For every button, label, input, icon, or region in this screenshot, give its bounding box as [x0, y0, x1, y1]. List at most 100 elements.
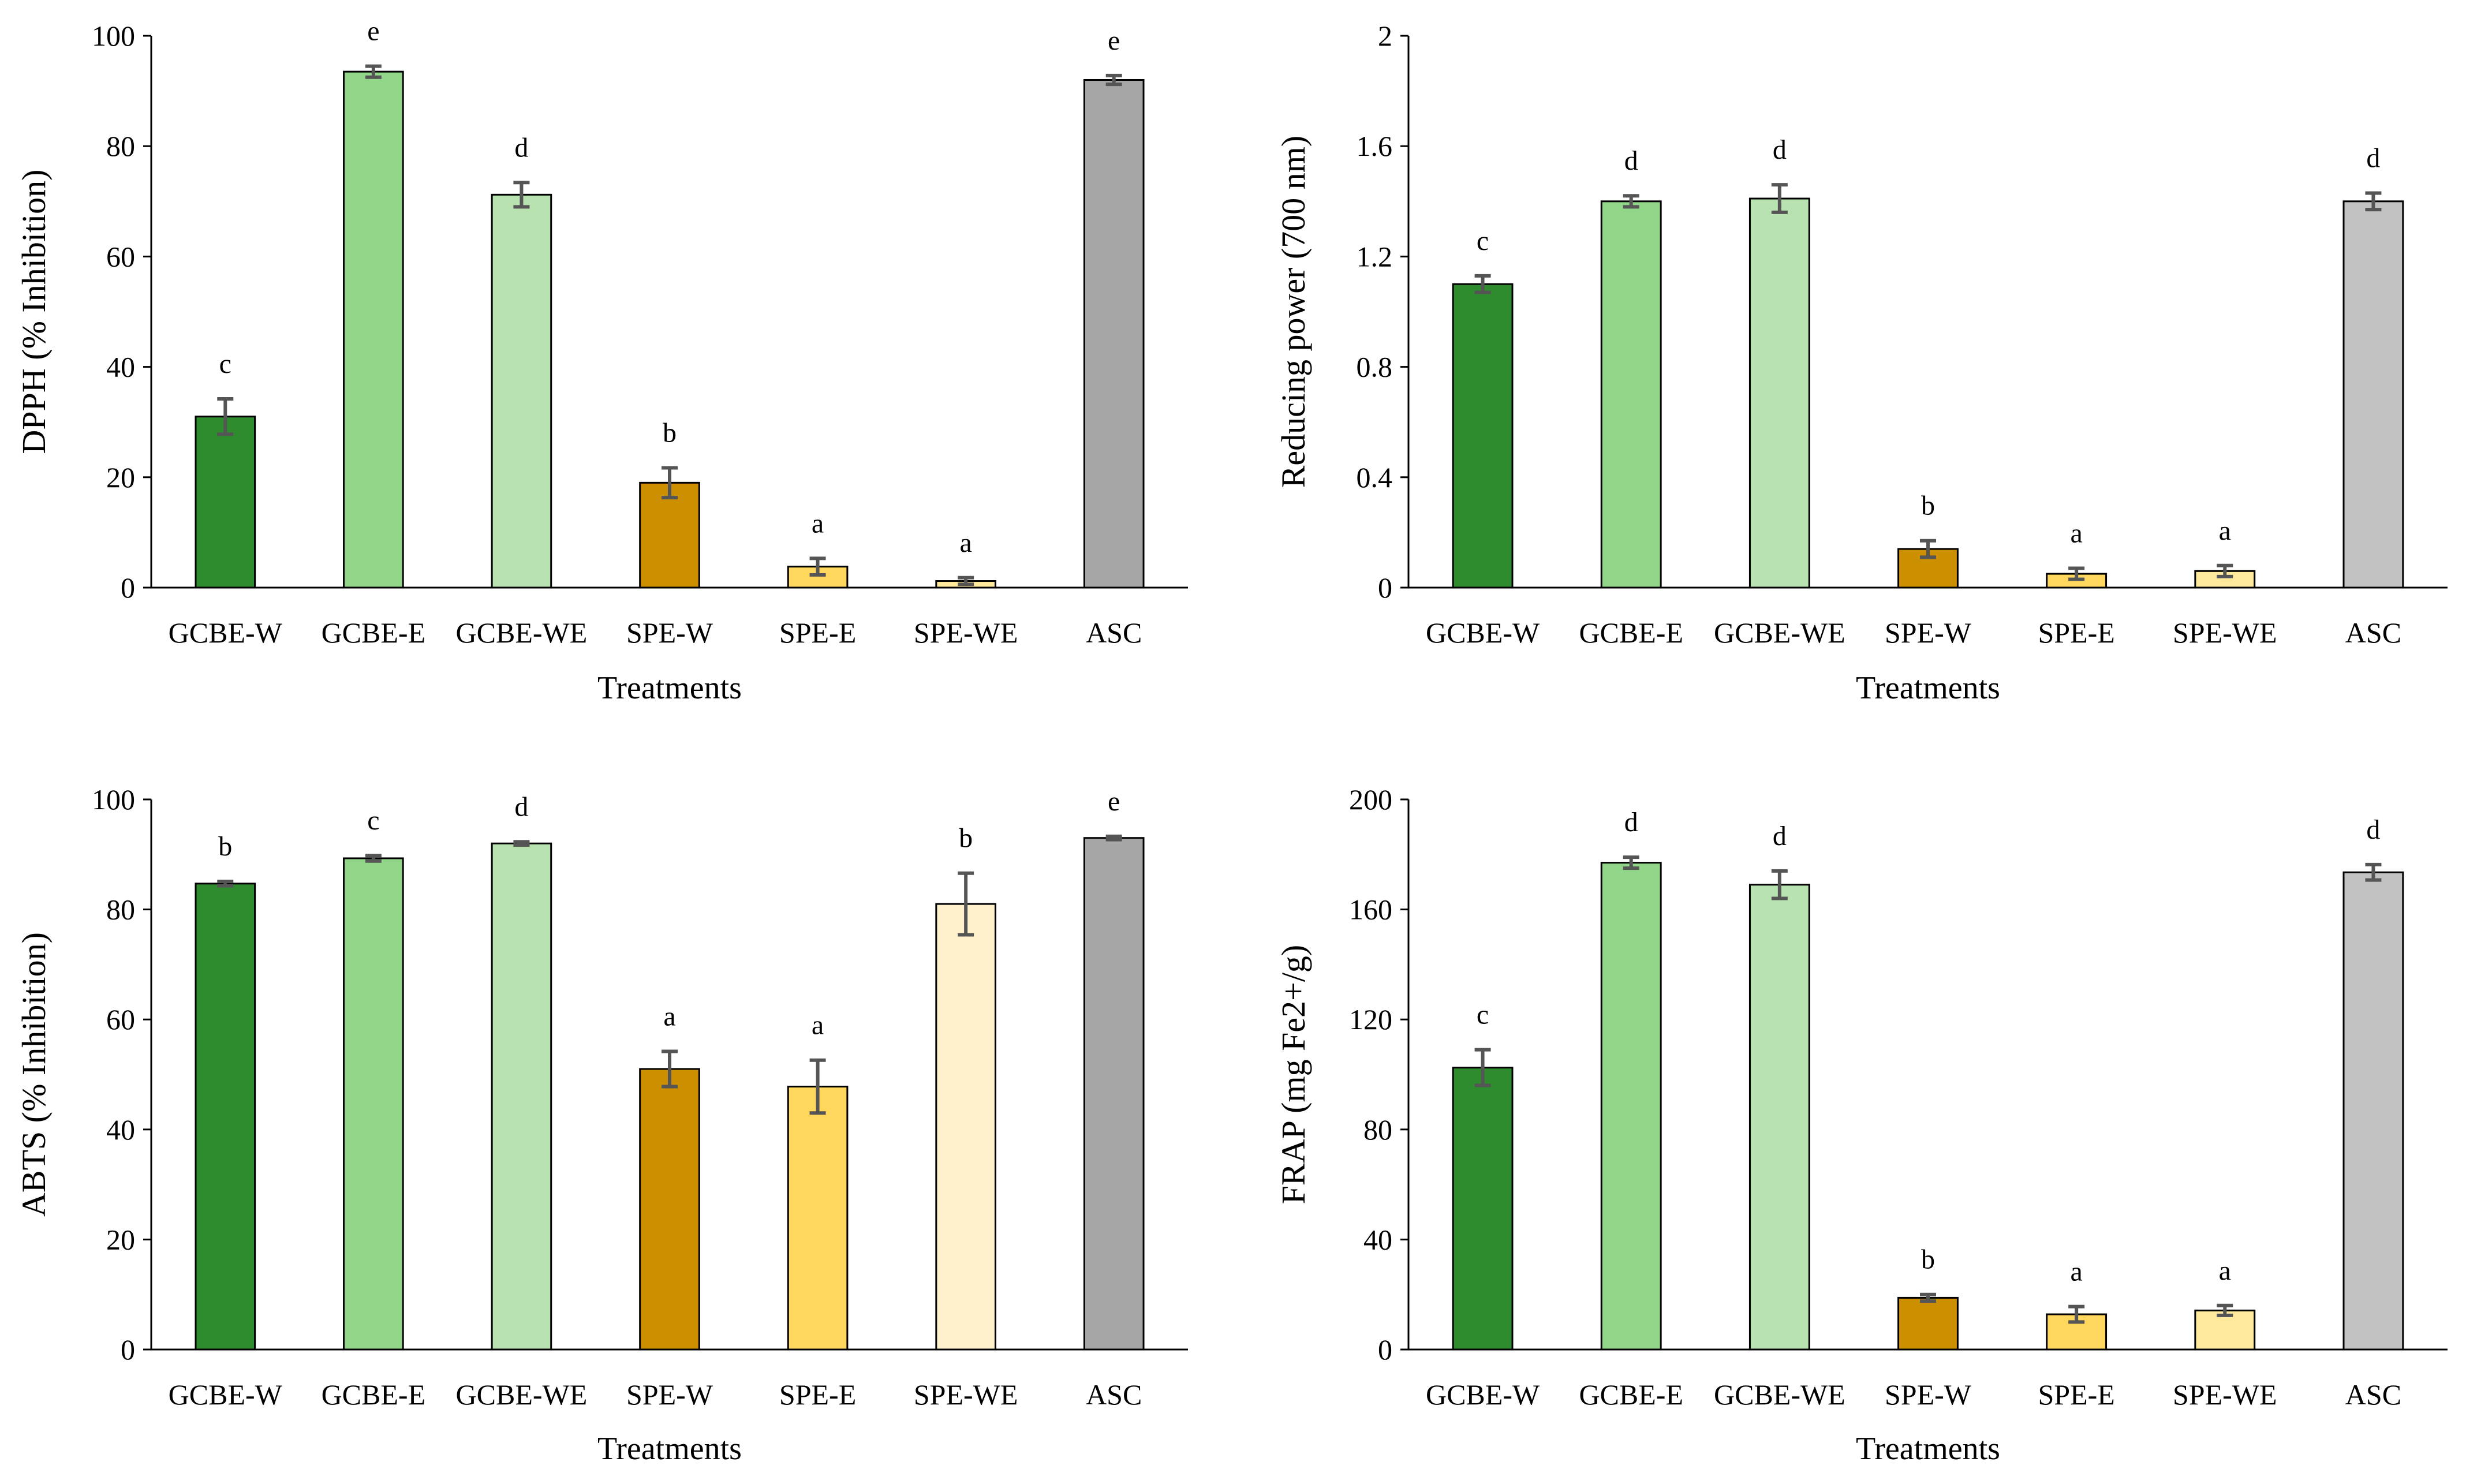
significance-letter: a	[2070, 518, 2082, 549]
y-tick-label: 0.8	[1357, 351, 1393, 383]
bar-gcbe-e	[343, 857, 404, 1351]
y-tick-label: 80	[106, 894, 135, 926]
error-bar	[662, 466, 678, 500]
y-axis-title: ABTS (% Inhibition)	[15, 932, 53, 1217]
y-axis-title: Reducing power (700 nm)	[1275, 136, 1312, 488]
significance-letter: d	[514, 791, 528, 822]
y-tick-label: 40	[1363, 1223, 1392, 1255]
y-tick-label: 60	[106, 240, 135, 272]
chart-dpph: 0 20 40 60 80 100 c GCBE-W e GCBE-E d GCBE-WE b SPE-W…	[15, 16, 1188, 706]
y-tick-label: 0	[1378, 571, 1392, 604]
y-axis-title: DPPH (% Inhibition)	[15, 170, 53, 454]
bar-gcbe-w	[1452, 1067, 1514, 1351]
x-tick-label: SPE-E	[779, 616, 856, 649]
significance-letter: b	[959, 823, 973, 854]
y-tick-label: 20	[106, 461, 135, 494]
x-tick-label: GCBE-W	[169, 616, 283, 649]
y-tick-label: 80	[106, 130, 135, 162]
x-axis-title: Treatments	[1856, 1431, 2000, 1467]
significance-letter: c	[1477, 226, 1489, 256]
significance-letter: d	[1624, 807, 1638, 838]
x-tick-label: SPE-W	[1885, 616, 1972, 649]
significance-letter: b	[1921, 1244, 1935, 1275]
bar-asc	[1083, 837, 1145, 1351]
y-tick-label: 20	[106, 1223, 135, 1255]
significance-letter: d	[1773, 134, 1787, 165]
x-tick-label: GCBE-WE	[1714, 1378, 1845, 1411]
x-tick-label: GCBE-WE	[456, 1378, 588, 1411]
bar-gcbe-e	[1600, 200, 1662, 589]
significance-letter: e	[367, 16, 379, 47]
significance-letter: e	[1108, 786, 1120, 817]
bar-gcbe-w	[195, 416, 256, 589]
x-tick-label: GCBE-W	[169, 1378, 283, 1411]
error-bar	[2365, 191, 2382, 212]
error-bar	[365, 64, 382, 79]
significance-letter: a	[812, 1010, 824, 1041]
x-tick-label: GCBE-E	[322, 1378, 426, 1411]
significance-letter: e	[1108, 25, 1120, 56]
bar-asc	[2342, 200, 2404, 589]
error-bar	[1474, 274, 1491, 294]
x-tick-label: SPE-E	[2038, 1378, 2114, 1411]
y-tick-label: 1.2	[1357, 240, 1393, 272]
error-bar	[958, 871, 974, 937]
x-tick-label: SPE-W	[626, 1378, 713, 1411]
y-tick-label: 200	[1349, 783, 1392, 816]
significance-letter: a	[663, 1001, 675, 1031]
bar-spe-w	[639, 1068, 700, 1351]
x-axis-title: Treatments	[597, 670, 742, 706]
x-tick-label: GCBE-W	[1426, 616, 1540, 649]
chart-reducing-power: 0 0.4 0.8 1.2 1.6 2 c GCBE-W d GCBE-E d GCBE-WE b SPE…	[1275, 20, 2448, 706]
significance-letter: c	[367, 805, 379, 836]
error-bar	[365, 854, 382, 863]
y-tick-label: 160	[1349, 894, 1392, 926]
error-bar	[2217, 1303, 2233, 1317]
significance-letter: b	[663, 418, 677, 448]
error-bar	[513, 840, 530, 847]
x-tick-label: SPE-W	[626, 616, 713, 649]
significance-letter: a	[812, 508, 824, 539]
error-bar	[1105, 73, 1122, 87]
error-bar	[2217, 563, 2233, 578]
x-tick-label: GCBE-W	[1426, 1378, 1540, 1411]
y-tick-label: 80	[1363, 1113, 1392, 1146]
x-tick-label: SPE-WE	[914, 1378, 1018, 1411]
y-tick-label: 0	[1378, 1333, 1392, 1366]
error-bar	[2365, 862, 2382, 882]
significance-letter: b	[218, 831, 232, 862]
bar-spe-e	[787, 1085, 849, 1351]
x-tick-label: SPE-E	[779, 1378, 856, 1411]
y-tick-label: 1.6	[1357, 130, 1393, 162]
error-bar	[809, 1058, 826, 1115]
error-bar	[2068, 1304, 2085, 1324]
y-tick-label: 0.4	[1357, 461, 1393, 494]
y-tick-label: 100	[92, 20, 135, 52]
error-bar	[217, 397, 234, 436]
x-axis-title: Treatments	[1856, 670, 2000, 706]
error-bar	[1105, 834, 1122, 842]
bar-spe-w	[1897, 1296, 1959, 1351]
bar-spe-we	[935, 903, 996, 1351]
x-axis-title: Treatments	[597, 1431, 742, 1467]
significance-letter: d	[1624, 145, 1638, 176]
bar-gcbe-e	[1600, 862, 1662, 1351]
x-tick-label: SPE-W	[1885, 1378, 1972, 1411]
significance-letter: d	[514, 132, 528, 163]
y-tick-label: 40	[106, 351, 135, 383]
bar-gcbe-we	[491, 842, 552, 1351]
y-tick-label: 0	[121, 571, 135, 604]
error-bar	[1474, 1048, 1491, 1087]
significance-letter: a	[959, 528, 972, 558]
x-tick-label: SPE-E	[2038, 616, 2114, 649]
x-tick-label: ASC	[2345, 1378, 2401, 1411]
error-bar	[1623, 855, 1639, 870]
significance-letter: a	[2219, 515, 2231, 546]
bar-asc	[1083, 79, 1145, 589]
bar-asc	[2342, 871, 2404, 1351]
bar-gcbe-we	[1748, 197, 1810, 589]
x-tick-label: GCBE-E	[322, 616, 426, 649]
x-tick-label: GCBE-WE	[456, 616, 588, 649]
error-bar	[1920, 1292, 1936, 1303]
error-bar	[1623, 194, 1639, 209]
